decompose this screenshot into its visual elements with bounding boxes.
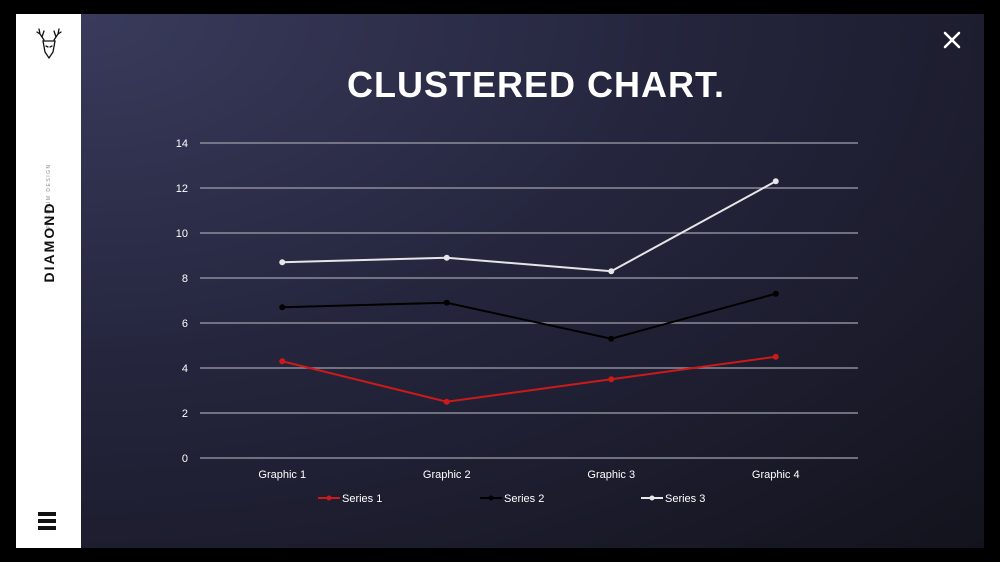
y-tick-label: 10 (176, 228, 188, 240)
deer-head-icon (36, 28, 62, 60)
sidebar: PREMIUM DESIGN DIAMOND (16, 14, 81, 548)
series-2-point (279, 304, 286, 311)
y-tick-label: 12 (176, 183, 188, 195)
hamburger-menu-icon[interactable] (38, 512, 56, 534)
legend-label: Series 1 (342, 493, 382, 505)
series-line-2 (282, 292, 777, 340)
series-line-3 (282, 180, 777, 273)
y-tick-label: 14 (176, 138, 188, 150)
legend-marker (326, 495, 332, 501)
y-tick-label: 6 (182, 318, 188, 330)
x-tick-label: Graphic 1 (258, 469, 306, 481)
series-1-point (279, 358, 286, 365)
series-1-point (772, 353, 779, 360)
legend-label: Series 2 (504, 493, 544, 505)
y-tick-label: 8 (182, 273, 188, 285)
x-tick-label: Graphic 3 (587, 469, 635, 481)
x-tick-label: Graphic 4 (752, 469, 800, 481)
y-tick-label: 2 (182, 408, 188, 420)
series-2-point (608, 335, 615, 342)
series-2-point (772, 290, 779, 297)
x-tick-label: Graphic 2 (423, 469, 471, 481)
series-line-1 (282, 355, 776, 403)
legend-marker (488, 495, 494, 501)
y-tick-label: 4 (182, 363, 188, 375)
series-3-point (772, 178, 779, 185)
series-3-point (443, 254, 450, 261)
y-tick-label: 0 (182, 453, 188, 465)
series-2-point (443, 299, 450, 306)
series-1-point (443, 398, 450, 405)
series-1-point (608, 376, 615, 383)
legend-label: Series 3 (665, 493, 705, 505)
slide-main (81, 14, 984, 548)
page-title: CLUSTERED CHART. (346, 64, 725, 105)
legend-marker (649, 495, 655, 501)
close-icon[interactable] (939, 27, 965, 53)
series-3-point (279, 259, 286, 266)
series-3-point (608, 268, 615, 275)
